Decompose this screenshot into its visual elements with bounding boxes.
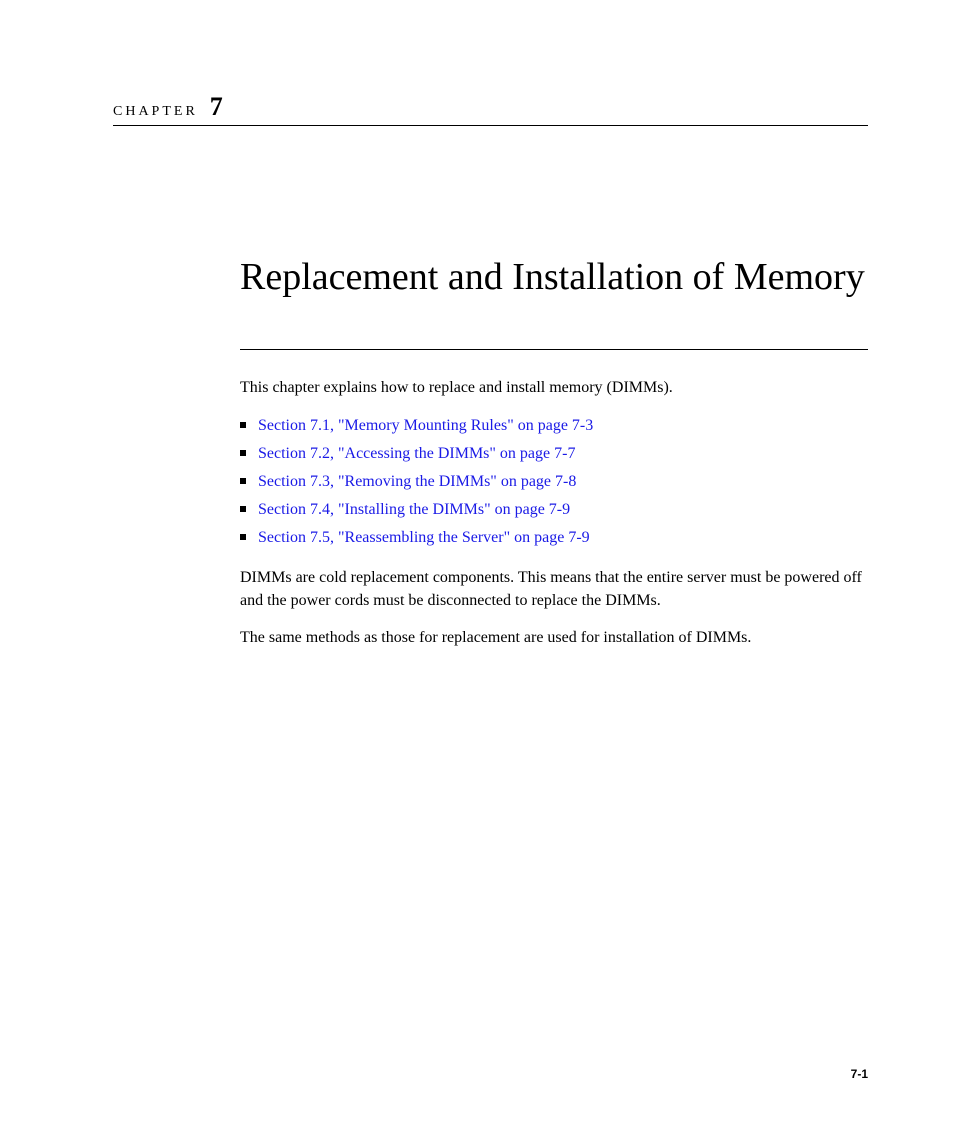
toc-item: Section 7.4, "Installing the DIMMs" on p…	[240, 496, 868, 524]
body-paragraph: DIMMs are cold replacement components. T…	[240, 566, 868, 612]
toc-link-7-1[interactable]: Section 7.1, "Memory Mounting Rules" on …	[258, 417, 593, 434]
body-paragraph: The same methods as those for replacemen…	[240, 626, 868, 649]
toc-link-7-3[interactable]: Section 7.3, "Removing the DIMMs" on pag…	[258, 473, 576, 490]
toc-item: Section 7.2, "Accessing the DIMMs" on pa…	[240, 440, 868, 468]
page-number: 7-1	[851, 1067, 868, 1081]
toc-link-7-2[interactable]: Section 7.2, "Accessing the DIMMs" on pa…	[258, 445, 575, 462]
toc-item: Section 7.5, "Reassembling the Server" o…	[240, 524, 868, 552]
toc-item: Section 7.1, "Memory Mounting Rules" on …	[240, 412, 868, 440]
chapter-number: 7	[210, 92, 223, 122]
title-block: Replacement and Installation of Memory	[240, 254, 868, 350]
chapter-header: CHAPTER 7	[113, 92, 868, 126]
page-title: Replacement and Installation of Memory	[240, 254, 868, 302]
toc-item: Section 7.3, "Removing the DIMMs" on pag…	[240, 468, 868, 496]
toc-link-7-4[interactable]: Section 7.4, "Installing the DIMMs" on p…	[258, 501, 570, 518]
table-of-contents: Section 7.1, "Memory Mounting Rules" on …	[240, 412, 868, 552]
intro-paragraph: This chapter explains how to replace and…	[240, 376, 868, 400]
toc-link-7-5[interactable]: Section 7.5, "Reassembling the Server" o…	[258, 529, 590, 546]
page-content: Replacement and Installation of Memory T…	[240, 254, 868, 663]
chapter-label: CHAPTER	[113, 104, 198, 120]
